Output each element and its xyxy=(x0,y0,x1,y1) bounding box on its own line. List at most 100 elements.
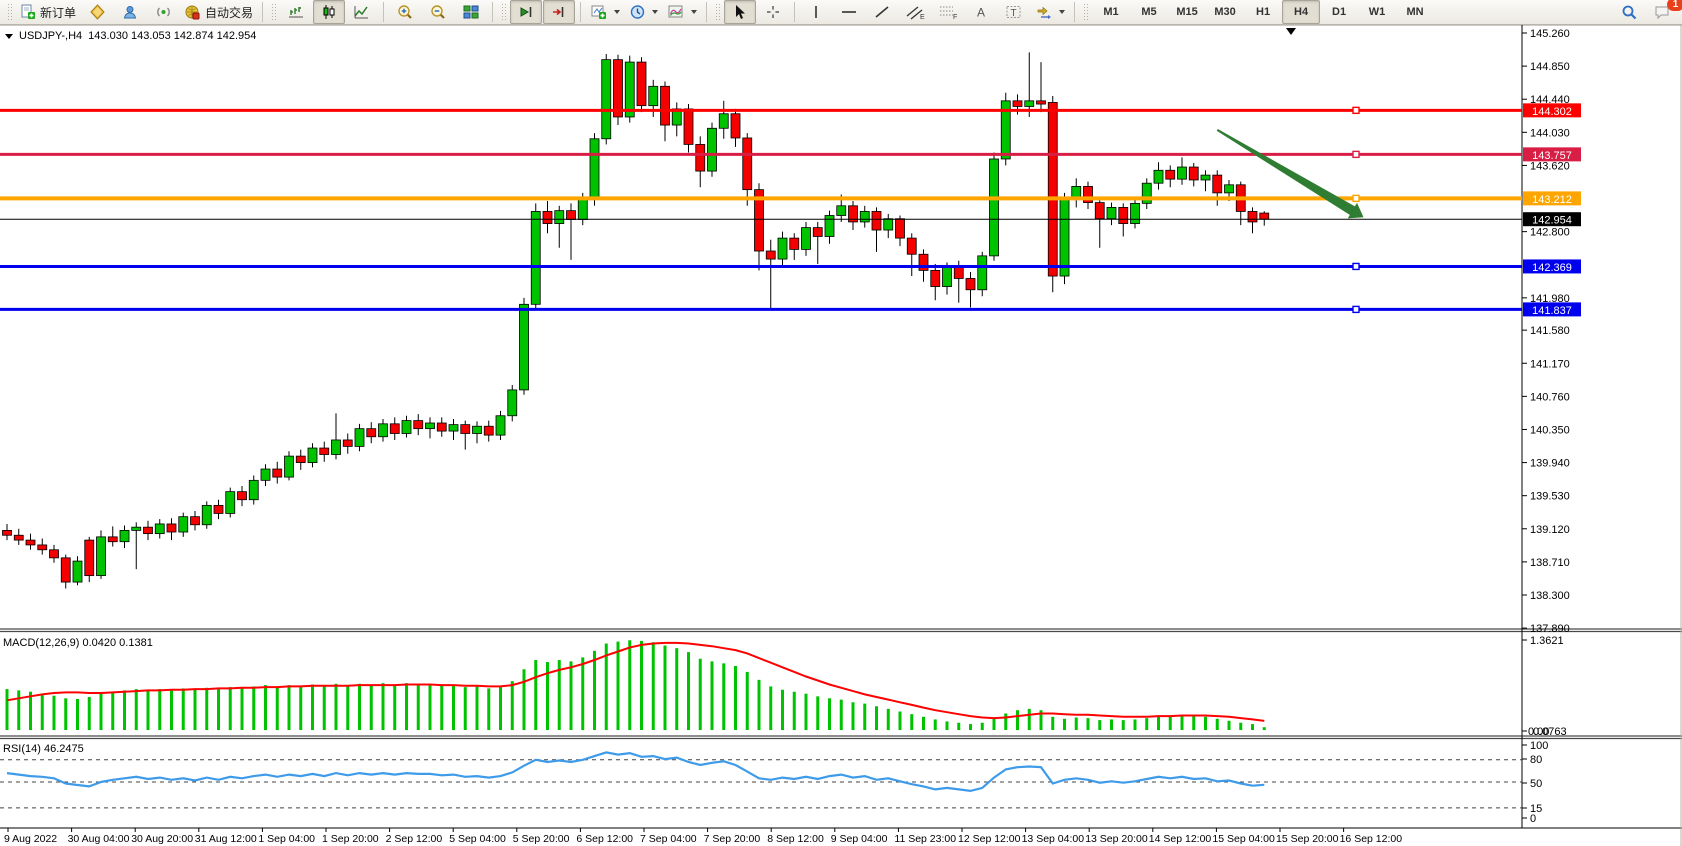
auto-scroll-button[interactable] xyxy=(510,0,543,24)
toolbar-grip[interactable] xyxy=(271,3,277,21)
candle-body xyxy=(1153,169,1164,184)
macd-histogram-bar xyxy=(1192,716,1196,730)
rsi-line xyxy=(6,751,1265,793)
new-chart-button[interactable] xyxy=(586,0,624,24)
macd-histogram-bar xyxy=(440,685,444,730)
candle-body xyxy=(413,420,424,430)
macd-histogram-bar xyxy=(358,683,361,730)
macd-histogram-bar xyxy=(1133,719,1137,730)
candle-body xyxy=(190,516,200,526)
macd-histogram-bar xyxy=(475,686,479,730)
macd-histogram-bar xyxy=(1027,708,1031,730)
text-tool-button[interactable]: A xyxy=(965,0,997,24)
chevron-down-icon xyxy=(652,10,659,14)
toolbar-grip[interactable] xyxy=(501,3,507,21)
zoom-out-icon xyxy=(431,4,445,19)
trend-arrow-annotation[interactable] xyxy=(1216,129,1364,219)
horizontal-line-tool-button[interactable] xyxy=(833,0,865,24)
signals-button[interactable] xyxy=(147,0,179,24)
search-button[interactable] xyxy=(1613,0,1645,24)
text-label-tool-button[interactable]: T xyxy=(998,0,1030,24)
crosshair-tool-button[interactable] xyxy=(757,0,789,24)
candle-body xyxy=(331,439,341,455)
candlestick-chart-button[interactable] xyxy=(313,0,346,24)
macd-histogram-bar xyxy=(757,679,761,730)
toolbar-separator xyxy=(706,2,708,22)
macd-histogram-bar xyxy=(1262,727,1266,730)
chevron-down-icon xyxy=(1059,10,1066,14)
x-tick-label: 8 Sep 12:00 xyxy=(767,833,824,845)
chart-dropdown-marker-icon[interactable] xyxy=(5,33,13,39)
timeframe-button-w1[interactable]: W1 xyxy=(1368,6,1386,18)
accounts-button[interactable] xyxy=(114,0,146,24)
new-order-icon xyxy=(21,4,35,19)
zoom-in-button[interactable] xyxy=(389,0,421,24)
chart-ohlc-readout: 143.030 143.053 142.874 142.954 xyxy=(88,30,257,42)
cursor-tool-button[interactable] xyxy=(724,0,757,24)
macd-histogram-bar xyxy=(1215,718,1219,730)
channel-tool-button[interactable]: E xyxy=(899,0,931,24)
line-handle[interactable] xyxy=(1352,262,1360,271)
candle-body xyxy=(201,504,212,526)
candle-body xyxy=(812,227,823,237)
candle-body xyxy=(119,530,130,543)
toolbar-grip[interactable] xyxy=(7,3,12,21)
market-watch-button[interactable] xyxy=(81,0,113,24)
candle-body xyxy=(448,424,459,432)
candle-body xyxy=(49,549,59,559)
candle-body xyxy=(789,237,800,250)
vertical-line-tool-button[interactable] xyxy=(800,0,832,24)
timeframe-button-d1[interactable]: D1 xyxy=(1332,6,1347,18)
candle-body xyxy=(1224,184,1234,194)
macd-axis-max-label: 1.3621 xyxy=(1530,635,1564,647)
line-handle[interactable] xyxy=(1352,106,1360,115)
timeframe-button-m5[interactable]: M5 xyxy=(1141,6,1157,18)
macd-histogram-bar xyxy=(252,686,256,730)
templates-button[interactable] xyxy=(663,0,701,24)
chart-shift-button[interactable] xyxy=(543,0,576,24)
trendline-tool-button[interactable] xyxy=(866,0,898,24)
line-handle[interactable] xyxy=(1352,194,1360,203)
candle-body xyxy=(307,447,318,463)
timeframe-button-h1[interactable]: H1 xyxy=(1256,6,1271,18)
bar-chart-button[interactable] xyxy=(280,0,312,24)
candle-body xyxy=(284,455,294,478)
macd-histogram-bar xyxy=(487,688,491,730)
candle-body xyxy=(742,137,753,191)
candle-body xyxy=(272,468,283,478)
candle-body xyxy=(460,424,471,434)
macd-axis-min-label: 0.0763 xyxy=(1533,726,1567,738)
timeframe-button-m1[interactable]: M1 xyxy=(1103,6,1119,18)
macd-histogram-bar xyxy=(828,698,831,730)
tile-windows-button[interactable] xyxy=(455,0,487,24)
line-handle[interactable] xyxy=(1352,150,1360,159)
chevron-down-icon xyxy=(691,10,698,14)
timeframe-button-mn[interactable]: MN xyxy=(1406,6,1424,18)
line-handle[interactable] xyxy=(1352,305,1360,314)
arrows-tool-button[interactable] xyxy=(1031,0,1069,24)
periods-button[interactable] xyxy=(625,0,662,24)
toolbar-grip[interactable] xyxy=(1083,3,1089,21)
x-tick-label: 1 Sep 04:00 xyxy=(258,833,315,845)
macd-histogram-bar xyxy=(698,658,702,730)
new-order-button[interactable]: 新订单 xyxy=(16,0,80,24)
auto-trading-button[interactable]: 自动交易 xyxy=(180,0,257,24)
timeframe-button-m30[interactable]: M30 xyxy=(1214,6,1236,18)
chart-symbol-period: USDJPY-,H4 xyxy=(19,30,83,42)
notifications-button[interactable]: 1 xyxy=(1646,0,1682,24)
zoom-out-button[interactable] xyxy=(422,0,454,24)
toolbar-grip[interactable] xyxy=(715,3,721,21)
chart-shift-icon xyxy=(553,7,564,17)
macd-histogram-bar xyxy=(816,696,820,730)
timeframe-button-m15[interactable]: M15 xyxy=(1176,6,1198,18)
line-chart-button[interactable] xyxy=(346,0,378,24)
fibonacci-tool-button[interactable]: F xyxy=(932,0,964,24)
x-tick-label: 11 Sep 23:00 xyxy=(894,833,956,845)
macd-histogram-bar xyxy=(76,698,79,730)
macd-histogram-bar xyxy=(428,683,432,730)
candle-body xyxy=(154,523,165,535)
timeframe-button-h4[interactable]: H4 xyxy=(1282,0,1321,24)
price-line-label-box xyxy=(1523,103,1581,118)
macd-histogram-bar xyxy=(851,702,855,730)
